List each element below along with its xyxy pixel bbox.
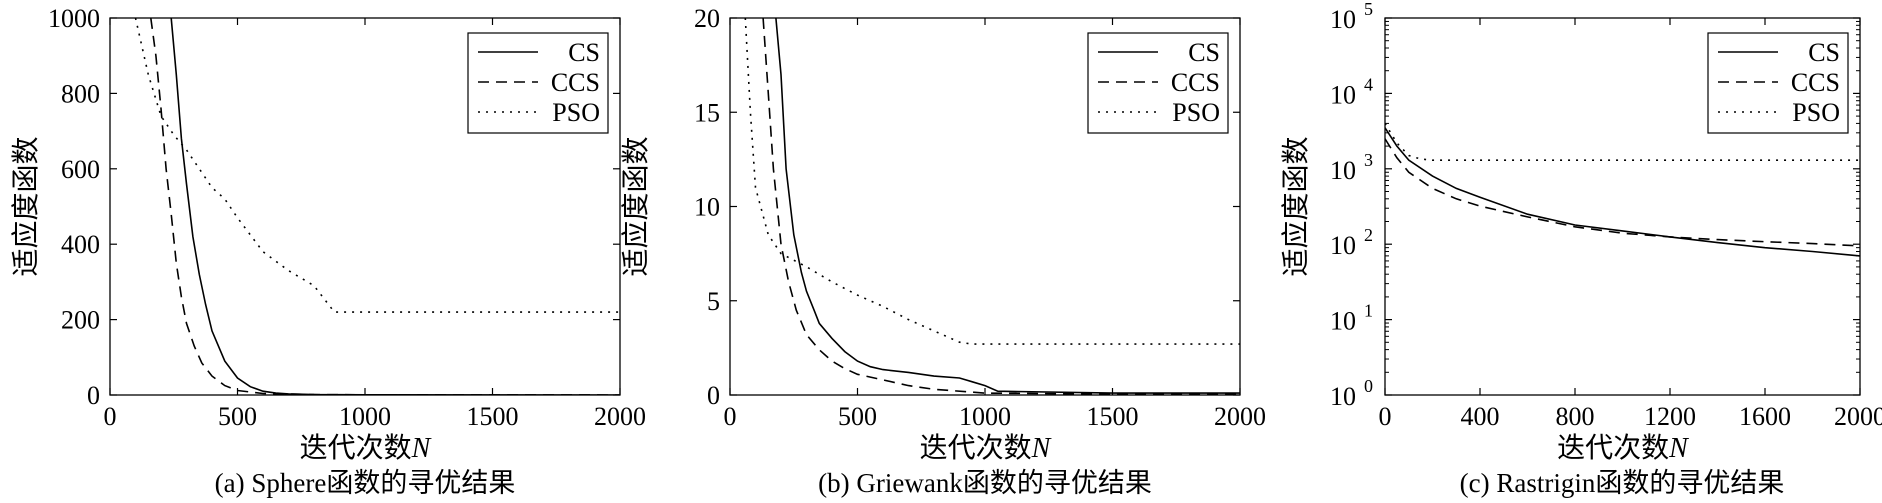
x-tick-label: 2000 <box>594 402 646 431</box>
x-tick-label: 0 <box>1379 402 1392 431</box>
y-tick-label: 400 <box>61 230 100 259</box>
x-tick-label: 0 <box>724 402 737 431</box>
series-line-pso <box>134 18 620 313</box>
x-axis-title-var: N <box>1031 433 1052 464</box>
series-line-ccs <box>1385 138 1860 247</box>
x-tick-label: 800 <box>1556 402 1595 431</box>
x-axis-title: 迭代次数N <box>920 432 1052 464</box>
legend-label: CCS <box>1171 68 1220 97</box>
x-tick-label: 0 <box>104 402 117 431</box>
y-tick-exponent: 0 <box>1364 376 1373 396</box>
legend-label: PSO <box>552 98 600 127</box>
x-axis-title: 迭代次数N <box>1557 432 1689 464</box>
y-tick-label: 10 2 <box>1330 225 1373 260</box>
legend-box <box>1707 32 1849 134</box>
y-tick-label: 10 <box>694 193 720 222</box>
x-axis-title-text: 迭代次数 <box>300 432 412 464</box>
y-tick-base: 10 <box>1330 231 1356 260</box>
x-tick-label: 2000 <box>1214 402 1266 431</box>
x-tick-label: 1000 <box>339 402 391 431</box>
y-tick-label: 10 3 <box>1330 150 1373 185</box>
y-tick-label: 1000 <box>48 4 100 33</box>
y-tick-exponent: 2 <box>1364 225 1373 245</box>
y-tick-label: 5 <box>707 287 720 316</box>
y-axis-title: 适应度函数 <box>620 136 652 276</box>
y-tick-label: 800 <box>61 79 100 108</box>
series-line-ccs <box>762 18 1240 395</box>
legend-box <box>467 32 609 134</box>
plot-frame <box>1384 17 1861 396</box>
x-tick-label: 500 <box>218 402 257 431</box>
chart-panel: 0 500 1000 1500 2000 0 5 10 15 20 迭代次数N 适应度函数 (b) Gr… <box>620 4 1266 498</box>
legend-label: PSO <box>1792 98 1840 127</box>
x-axis-title-var: N <box>411 433 432 464</box>
legend-box <box>1087 32 1229 134</box>
y-tick-base: 10 <box>1330 80 1356 109</box>
x-axis-title-text: 迭代次数 <box>1557 432 1669 464</box>
y-tick-label: 200 <box>61 306 100 335</box>
y-tick-base: 10 <box>1330 5 1356 34</box>
y-axis-title: 适应度函数 <box>10 136 42 276</box>
x-tick-label: 500 <box>838 402 877 431</box>
panel-caption: (c) Rastrigin函数的寻优结果 <box>1460 468 1785 498</box>
panel-caption: (b) Griewank函数的寻优结果 <box>818 468 1152 498</box>
x-tick-label: 2000 <box>1834 402 1882 431</box>
x-tick-label: 1000 <box>959 402 1011 431</box>
y-tick-base: 10 <box>1330 382 1356 411</box>
legend-label: CS <box>1188 38 1220 67</box>
y-tick-label: 15 <box>694 98 720 127</box>
legend-label: CCS <box>551 68 600 97</box>
y-tick-exponent: 4 <box>1364 74 1373 94</box>
x-tick-label: 1600 <box>1739 402 1791 431</box>
y-tick-exponent: 5 <box>1364 0 1373 19</box>
legend-label: CS <box>568 38 600 67</box>
chart-panel: 0 400 800 1200 1600 2000 10 0 10 1 10 2 10 3 10 4 10 5 迭代次… <box>1280 0 1882 498</box>
y-tick-label: 20 <box>694 4 720 33</box>
x-axis-title: 迭代次数N <box>300 432 432 464</box>
y-tick-label: 0 <box>707 381 720 410</box>
y-tick-label: 0 <box>87 381 100 410</box>
y-tick-exponent: 1 <box>1364 301 1373 321</box>
panel-caption: (a) Sphere函数的寻优结果 <box>215 468 516 498</box>
legend-label: CS <box>1808 38 1840 67</box>
y-tick-exponent: 3 <box>1364 150 1373 170</box>
x-tick-label: 1500 <box>467 402 519 431</box>
y-tick-label: 10 5 <box>1330 0 1373 34</box>
legend-label: CCS <box>1791 68 1840 97</box>
x-axis-title-var: N <box>1668 433 1689 464</box>
x-tick-label: 1200 <box>1644 402 1696 431</box>
y-tick-label: 600 <box>61 155 100 184</box>
legend-label: PSO <box>1172 98 1220 127</box>
series-line-pso <box>1385 122 1860 161</box>
y-tick-label: 10 4 <box>1330 74 1373 109</box>
x-tick-label: 1500 <box>1087 402 1139 431</box>
series-line-cs <box>775 18 1240 394</box>
x-tick-label: 400 <box>1461 402 1500 431</box>
y-tick-base: 10 <box>1330 307 1356 336</box>
y-tick-label: 10 0 <box>1330 376 1373 411</box>
y-tick-base: 10 <box>1330 156 1356 185</box>
y-axis-title: 适应度函数 <box>1280 136 1312 276</box>
x-axis-title-text: 迭代次数 <box>920 432 1032 464</box>
series-line-cs <box>1385 127 1860 257</box>
chart-panel: 0 500 1000 1500 200002004006008001000迭代次数N适应… <box>10 4 646 498</box>
y-tick-label: 10 1 <box>1330 301 1373 336</box>
